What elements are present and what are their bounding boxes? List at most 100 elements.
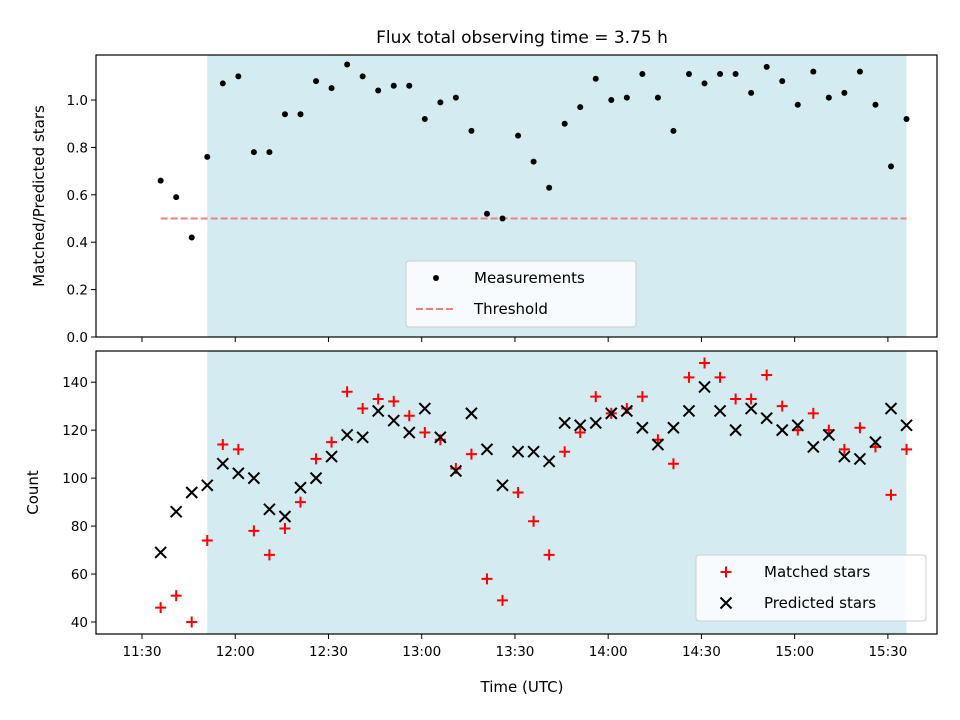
data-point	[403, 426, 416, 439]
data-point	[667, 421, 680, 434]
data-point	[263, 503, 276, 516]
data-point	[204, 153, 211, 160]
chart-title: Flux total observing time = 3.75 h	[376, 28, 668, 48]
panel-ratio: 0.0 0.2 0.4 0.6 0.8 1.0 Matched/Predicted star…	[30, 54, 938, 346]
legend: Matched stars Predicted stars	[695, 554, 927, 622]
y-tick-label: 80	[71, 519, 88, 535]
legend-marker-dot	[433, 275, 439, 281]
data-point	[371, 404, 385, 418]
data-point	[838, 443, 850, 455]
data-point	[248, 525, 260, 537]
data-point	[651, 438, 665, 451]
data-point	[295, 496, 306, 508]
data-point	[216, 457, 230, 470]
data-point	[170, 590, 182, 602]
data-point	[173, 194, 180, 201]
data-point	[685, 70, 692, 77]
data-point	[515, 132, 522, 139]
data-point	[699, 357, 711, 369]
data-point	[419, 427, 431, 439]
data-point	[761, 369, 773, 381]
data-point	[437, 99, 444, 106]
data-point	[872, 101, 879, 108]
data-point	[511, 445, 525, 458]
data-point	[418, 402, 432, 415]
data-point	[341, 386, 353, 398]
plot-frame	[95, 54, 938, 338]
data-point	[297, 111, 304, 118]
data-point	[388, 395, 400, 407]
y-axis-label: Count	[24, 470, 42, 515]
data-point	[698, 380, 711, 394]
data-point	[201, 479, 214, 492]
data-point	[310, 453, 322, 465]
data-point	[481, 573, 493, 585]
data-point	[344, 61, 351, 68]
data-point	[670, 127, 677, 134]
data-point	[682, 404, 696, 418]
data-point	[497, 594, 509, 606]
data-point	[636, 421, 649, 434]
data-point	[714, 371, 726, 383]
x-tick-label: 12:00	[216, 644, 255, 660]
x-tick-label: 15:30	[868, 644, 907, 660]
data-point	[558, 416, 571, 430]
x-tick-label: 12:30	[309, 644, 348, 660]
data-point	[452, 94, 459, 101]
y-tick-label: 40	[71, 615, 88, 631]
data-point	[281, 111, 288, 118]
data-point	[201, 534, 213, 546]
data-point	[480, 443, 494, 456]
data-point	[528, 515, 540, 527]
data-point	[730, 393, 742, 405]
data-point	[403, 410, 415, 422]
data-point	[313, 78, 320, 85]
data-point	[390, 82, 397, 89]
data-point	[854, 422, 866, 434]
data-point	[713, 404, 727, 418]
y-tick-label: 0.8	[67, 140, 88, 156]
data-point	[449, 464, 463, 478]
data-point	[901, 443, 913, 455]
data-point	[885, 489, 897, 501]
data-point	[496, 479, 509, 492]
data-point	[794, 101, 801, 108]
data-point	[608, 97, 615, 104]
data-point	[154, 546, 167, 559]
y-tick-label: 0.6	[67, 188, 88, 204]
data-point	[589, 416, 602, 430]
data-point	[542, 455, 556, 468]
data-point	[266, 149, 273, 156]
data-point	[309, 471, 323, 485]
data-point	[326, 436, 338, 448]
legend-marker-cross	[719, 596, 733, 610]
series-cross	[154, 380, 913, 559]
data-point	[372, 393, 384, 405]
data-point	[776, 423, 789, 437]
data-point	[219, 80, 226, 87]
data-point	[807, 440, 820, 454]
data-point	[188, 234, 195, 241]
y-tick-label: 120	[62, 423, 88, 439]
data-point	[760, 411, 773, 425]
data-point	[235, 73, 242, 80]
data-point	[667, 458, 679, 470]
data-point	[543, 549, 555, 561]
legend-label: Threshold	[473, 300, 548, 318]
data-point	[468, 127, 475, 134]
data-point	[810, 68, 817, 75]
y-axis-label: Matched/Predicted stars	[30, 105, 48, 287]
legend: Measurements Threshold	[405, 260, 637, 328]
data-point	[278, 510, 292, 523]
series-dot	[157, 61, 910, 241]
legend-box	[405, 260, 637, 328]
plot-frame	[95, 350, 938, 635]
data-point	[247, 471, 261, 485]
x-tick-label: 14:30	[682, 644, 721, 660]
data-point	[841, 89, 848, 96]
y-tick-label: 0.0	[67, 330, 88, 346]
y-tick-label: 0.2	[67, 283, 88, 299]
x-axis-label: Time (UTC)	[480, 678, 564, 696]
data-point	[636, 391, 648, 403]
data-point	[406, 82, 413, 89]
